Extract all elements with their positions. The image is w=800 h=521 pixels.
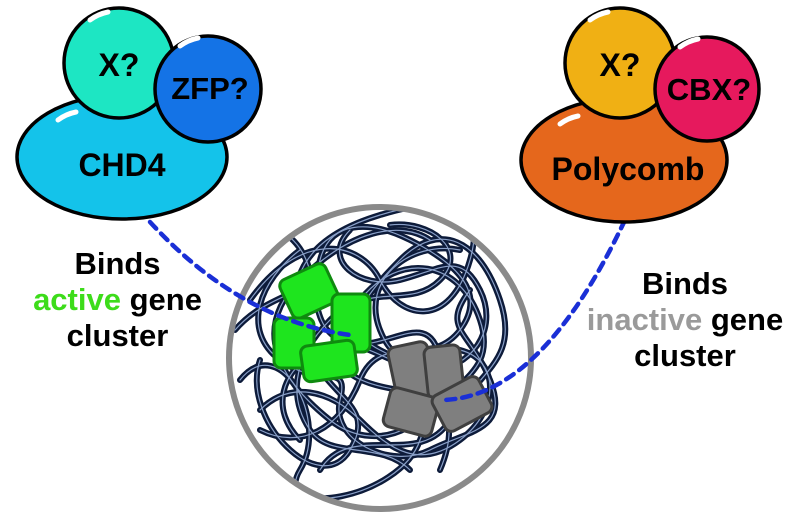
inactive-caption-line2: inactive gene (570, 302, 800, 338)
inactive-caption-line3: cluster (634, 338, 736, 373)
active-nucleosome (299, 338, 359, 384)
zfp-protein (153, 34, 263, 144)
inactive-nucleosome (381, 386, 441, 438)
chd4-highlight (55, 109, 79, 123)
cbx-label: CBX? (667, 72, 751, 107)
active-highlight-word: active (33, 282, 121, 317)
chd4-label: CHD4 (78, 147, 165, 183)
chd4-complex: CHD4 X? ZFP? (15, 6, 263, 221)
nucleus (226, 204, 534, 512)
active-caption-gene: gene (120, 282, 202, 317)
inactive-caption-line1: Binds (641, 266, 729, 301)
active-caption: Binds active gene cluster (20, 246, 215, 354)
inactive-highlight-word: inactive (586, 302, 703, 337)
active-nucleosome (278, 262, 340, 320)
x-protein-left-highlight (87, 9, 111, 23)
active-gene-cluster (272, 262, 372, 384)
cbx-protein-highlight (677, 36, 701, 50)
inactive-caption: Binds inactive gene cluster (570, 266, 800, 374)
zfp-protein-highlight (177, 35, 201, 49)
inactive-caption-gene: gene (702, 302, 784, 337)
active-caption-line3: cluster (66, 318, 169, 353)
x-protein-right-highlight (587, 9, 611, 23)
zfp-label: ZFP? (171, 71, 249, 106)
cbx-protein (653, 35, 761, 143)
polycomb-highlight (557, 113, 581, 127)
x-label-left: X? (99, 47, 140, 83)
active-caption-line2: active gene (20, 282, 215, 318)
x-label-right: X? (600, 47, 641, 83)
active-tether-line (147, 219, 353, 338)
polycomb-complex: Polycomb X? CBX? (519, 6, 761, 224)
inactive-tether-line (437, 217, 628, 403)
polycomb-label: Polycomb (552, 151, 705, 187)
active-caption-line1: Binds (74, 246, 161, 281)
